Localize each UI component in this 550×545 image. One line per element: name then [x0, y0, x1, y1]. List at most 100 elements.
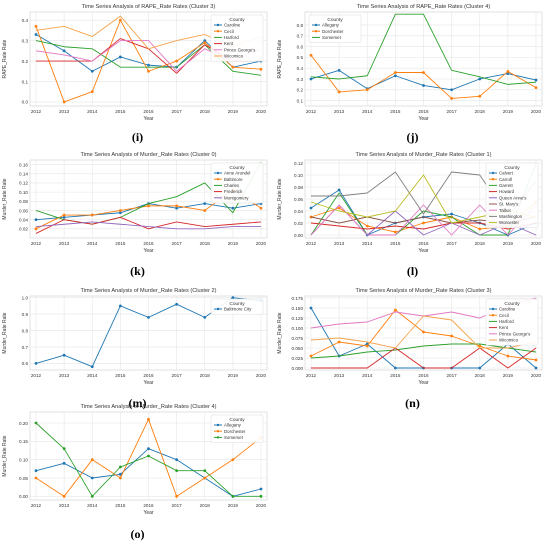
legend-title: County	[504, 301, 520, 307]
legend-entry: Carroll	[499, 177, 512, 182]
x-tick-label: 2013	[334, 241, 345, 246]
panel-label: (n)	[405, 396, 420, 410]
data-point	[34, 469, 38, 473]
y-tick-label: 0.5	[297, 55, 304, 60]
legend-entry: St. Mary's	[499, 202, 519, 207]
x-tick-label: 2018	[475, 109, 486, 114]
x-tick-label: 2014	[362, 241, 373, 246]
data-point	[90, 213, 94, 217]
x-tick-label: 2018	[475, 373, 486, 378]
y-tick-label: 0.7	[297, 34, 304, 39]
y-tick-label: 0.15	[19, 439, 28, 444]
data-point	[90, 365, 94, 369]
data-point	[259, 494, 263, 498]
x-tick-label: 2014	[87, 241, 98, 246]
legend-title: County	[229, 301, 245, 307]
data-point	[34, 33, 38, 36]
series-dorchester	[309, 53, 538, 100]
panel-label: (m)	[128, 396, 147, 410]
chart-svg-l: Time Series Analysis of Murder_Rate Rate…	[277, 152, 543, 254]
x-tick-label: 2020	[256, 241, 267, 246]
y-axis-label: Murder_Rate Rate	[277, 178, 283, 219]
chart-title: Time Series Analysis of Murder_Rate Rate…	[356, 288, 492, 294]
legend-marker	[216, 171, 220, 175]
x-tick-label: 2014	[87, 373, 98, 378]
y-axis-label: Murder_Rate Rate	[2, 178, 8, 219]
chart-svg-j: Time Series Analysis of RAPE_Rate Rates …	[277, 4, 543, 122]
data-point	[175, 469, 179, 473]
series-line	[310, 13, 537, 85]
data-point	[175, 59, 179, 63]
data-point	[393, 230, 397, 234]
panel-label: (j)	[406, 130, 419, 144]
x-tick-label: 2012	[31, 109, 42, 114]
y-tick-label: 0.10	[19, 457, 28, 462]
x-tick-label: 2019	[228, 241, 239, 246]
data-point	[62, 213, 66, 217]
data-point	[118, 465, 122, 469]
data-point	[422, 71, 425, 74]
data-point	[90, 69, 94, 73]
x-tick-label: 2020	[531, 373, 542, 378]
data-point	[478, 77, 482, 81]
legend-entry: Wicomico	[499, 338, 519, 343]
data-point	[175, 458, 179, 462]
data-point	[337, 68, 341, 72]
chart-title: Time Series Analysis of RAPE_Rate Rates …	[82, 4, 216, 10]
x-tick-label: 2017	[172, 373, 183, 378]
data-point	[534, 366, 538, 370]
data-point	[534, 78, 538, 82]
data-point	[62, 49, 66, 53]
series-line	[310, 162, 537, 236]
data-point	[118, 209, 122, 212]
data-point	[118, 18, 122, 22]
legend-marker	[216, 423, 220, 427]
x-tick-label: 2012	[306, 373, 317, 378]
data-point	[203, 41, 207, 45]
legend-entry: Somerset	[322, 35, 342, 40]
data-point	[231, 458, 235, 462]
data-point	[147, 454, 150, 458]
y-tick-label: 0.00	[294, 233, 303, 238]
y-tick-label: 0.04	[294, 209, 303, 214]
legend-entry: Baltimore	[224, 177, 243, 182]
y-axis-label: Murder_Rate Rate	[2, 312, 8, 353]
data-point	[506, 354, 510, 358]
legend-entry: Washington	[499, 214, 523, 219]
x-tick-label: 2013	[59, 241, 70, 246]
data-point	[393, 71, 397, 74]
series-kent	[311, 347, 537, 369]
x-tick-label: 2015	[390, 373, 401, 378]
x-tick-label: 2012	[306, 241, 317, 246]
legend-entry: Cecil	[499, 313, 509, 318]
panel-label: (k)	[130, 264, 145, 278]
data-point	[62, 353, 66, 357]
legend-entry: Caroline	[499, 307, 516, 312]
series-line	[35, 221, 261, 230]
data-point	[450, 88, 454, 92]
y-tick-label: 0.06	[19, 208, 28, 213]
legend-entry: Dorchester	[224, 429, 246, 434]
y-tick-label: 0.10	[19, 190, 28, 195]
legend-marker	[491, 178, 495, 181]
x-tick-label: 2018	[200, 373, 211, 378]
series-harford	[310, 343, 537, 359]
y-tick-label: 0.050	[292, 346, 304, 351]
data-point	[337, 188, 341, 192]
data-point	[147, 417, 150, 421]
legend-entry: Garrett	[499, 183, 513, 188]
x-tick-label: 2017	[172, 241, 183, 246]
data-point	[506, 72, 510, 75]
y-tick-label: 0.12	[294, 161, 303, 166]
x-tick-label: 2020	[256, 109, 267, 114]
y-tick-label: 0.02	[294, 221, 303, 226]
y-tick-label: 0.3	[22, 38, 29, 43]
legend-entry: Somerset	[224, 435, 244, 440]
x-tick-label: 2013	[334, 373, 345, 378]
legend-entry: Allegany	[224, 423, 242, 428]
legend-box	[485, 162, 539, 229]
chart-panel-l: Time Series Analysis of Murder_Rate Rate…	[275, 148, 550, 260]
